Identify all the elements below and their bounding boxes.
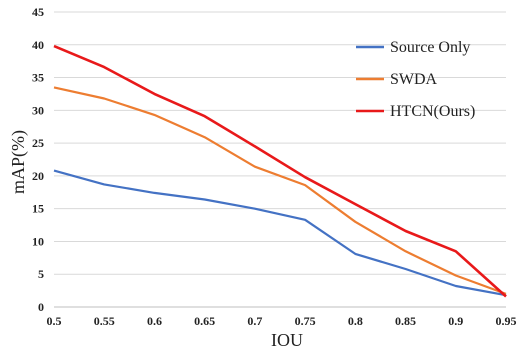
series-lines <box>53 44 507 298</box>
series-line-source-only <box>53 169 507 297</box>
axes: 0 5 10 15 20 25 30 35 40 45 0.5 0.55 0.6 0.65 0.7 0.75 0… <box>32 5 517 328</box>
x-tick-label: 0.95 <box>496 314 517 328</box>
legend-label: SWDA <box>390 71 438 88</box>
gridlines <box>54 11 506 275</box>
y-tick-label: 20 <box>32 169 44 183</box>
y-tick-label: 30 <box>32 103 44 117</box>
x-tick-label: 0.8 <box>348 314 363 328</box>
y-tick-label: 0 <box>38 300 44 314</box>
x-tick-label: 0.5 <box>47 314 62 328</box>
x-tick-label: 0.75 <box>295 314 316 328</box>
y-tick-label: 40 <box>32 38 44 52</box>
x-tick-label: 0.6 <box>147 314 162 328</box>
x-tick-label: 0.9 <box>448 314 463 328</box>
x-axis-title: IOU <box>271 330 303 350</box>
x-tick-label: 0.65 <box>194 314 215 328</box>
x-tick-label: 0.85 <box>395 314 416 328</box>
series-line-swda <box>53 86 507 295</box>
x-tick-label: 0.55 <box>94 314 115 328</box>
y-tick-label: 25 <box>32 136 44 150</box>
series-line-htcn-ours <box>53 44 507 298</box>
y-tick-label: 35 <box>32 71 44 85</box>
x-tick-label: 0.7 <box>247 314 262 328</box>
legend-label: Source Only <box>390 39 470 56</box>
legend: Source Only SWDA HTCN(Ours) <box>356 39 475 120</box>
y-axis-title: mAP(%) <box>8 130 29 194</box>
y-tick-label: 5 <box>38 267 44 281</box>
y-tick-label: 15 <box>32 202 44 216</box>
y-tick-label: 10 <box>32 234 44 248</box>
y-tick-label: 45 <box>32 5 44 19</box>
legend-label: HTCN(Ours) <box>390 103 475 120</box>
